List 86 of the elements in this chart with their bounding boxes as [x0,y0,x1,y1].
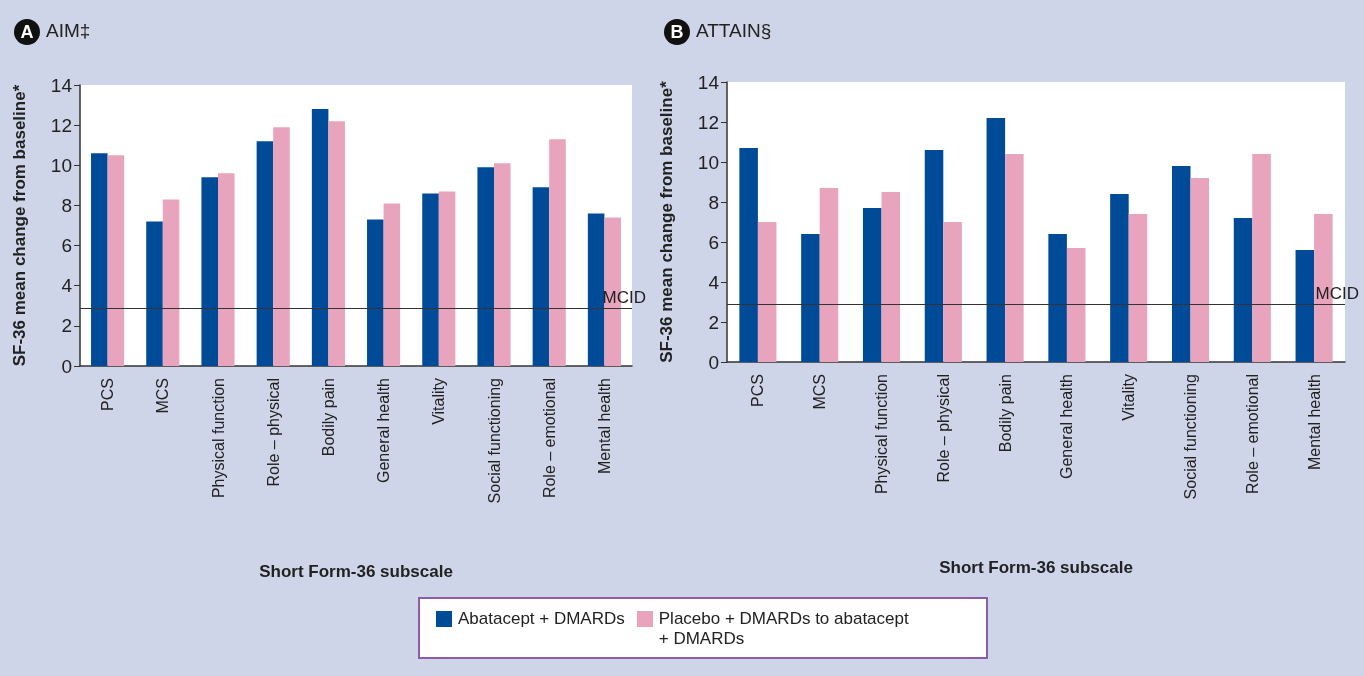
bar [273,127,290,366]
ref-line-label: MCID [602,287,646,307]
bar [311,109,329,366]
bar [438,191,456,366]
y-tick-label: 2 [61,315,72,337]
y-tick-label: 8 [61,194,72,216]
y-tick-label: 12 [697,111,719,133]
x-tick-label: Mental health [595,378,613,475]
bar [1295,250,1315,362]
y-axis-title: SF-36 mean change from baseline* [10,84,29,367]
bar [801,234,820,362]
bar [256,141,274,366]
x-tick-label: Role – emotional [540,378,558,499]
y-tick-label: 10 [50,154,72,176]
bar [201,177,218,366]
bar [1171,166,1191,362]
bar [367,219,384,366]
x-tick-label: Mental health [1305,374,1323,471]
bar [532,187,550,366]
bar [739,148,758,362]
y-tick-label: 14 [50,74,73,96]
text: B [664,19,690,45]
bar [549,139,566,366]
legend-label: Abatacept + DMARDs [458,609,625,629]
x-tick-label: Physical function [209,378,227,499]
y-tick-label: 2 [708,311,719,333]
bar [1233,218,1253,362]
bar [587,213,605,366]
x-tick-label: PCS [99,378,117,411]
bar [1066,248,1086,362]
bar [162,199,180,366]
y-tick-label: 0 [708,351,719,373]
x-tick-label: Bodily pain [996,374,1014,453]
bar [1252,154,1271,362]
x-tick-label: Role – emotional [1243,374,1261,495]
chart-title: ATTAIN§ [696,20,772,42]
y-tick-label: 4 [61,275,73,297]
bar [986,118,1006,362]
ref-line-label: MCID [1315,284,1359,303]
legend-label: Placebo + DMARDs to abatacept + DMARDs [658,609,910,649]
bar [1110,194,1129,362]
y-tick-label: 10 [697,151,719,173]
bar [383,203,401,366]
bar [1048,234,1067,362]
text: A [14,19,40,45]
x-tick-label: Bodily pain [319,378,337,457]
bar [328,121,345,366]
x-tick-label: Social functioning [1182,374,1199,500]
bar [107,155,125,366]
bar [91,153,108,366]
y-tick-label: 12 [50,114,72,136]
bar [146,221,163,366]
bar [477,167,494,366]
bar [943,222,962,362]
bar [881,192,901,362]
y-axis-title: SF-36 mean change from baseline* [657,80,676,363]
bar [1128,214,1148,362]
bar [494,163,511,366]
y-tick-label: 6 [61,235,72,257]
y-tick-label: 0 [61,355,72,377]
x-axis-title: Short Form-36 subscale [939,558,1133,577]
y-tick-label: 4 [708,271,720,293]
x-tick-label: Role – physical [264,378,282,487]
x-tick-label: Social functioning [485,378,503,504]
bar [218,173,235,366]
x-tick-label: MCS [811,374,829,410]
bar [924,150,944,362]
x-tick-label: Physical function [873,374,890,495]
bar [757,222,777,362]
x-tick-label: Vitality [1120,374,1138,421]
x-tick-label: Vitality [430,378,448,425]
x-tick-label: MCS [154,378,172,414]
bar [819,188,839,362]
chart-title: AIM‡ [46,20,91,42]
x-axis-title: Short Form-36 subscale [259,562,453,581]
x-tick-label: General health [375,378,393,483]
bar [1005,154,1024,362]
y-tick-label: 14 [697,71,720,93]
bar [422,193,439,366]
bar [1190,178,1210,362]
bar [862,208,882,362]
y-tick-label: 8 [708,191,719,213]
y-tick-label: 6 [708,231,719,253]
x-tick-label: PCS [749,374,767,407]
x-tick-label: General health [1058,374,1076,479]
x-tick-label: Role – physical [934,374,952,483]
